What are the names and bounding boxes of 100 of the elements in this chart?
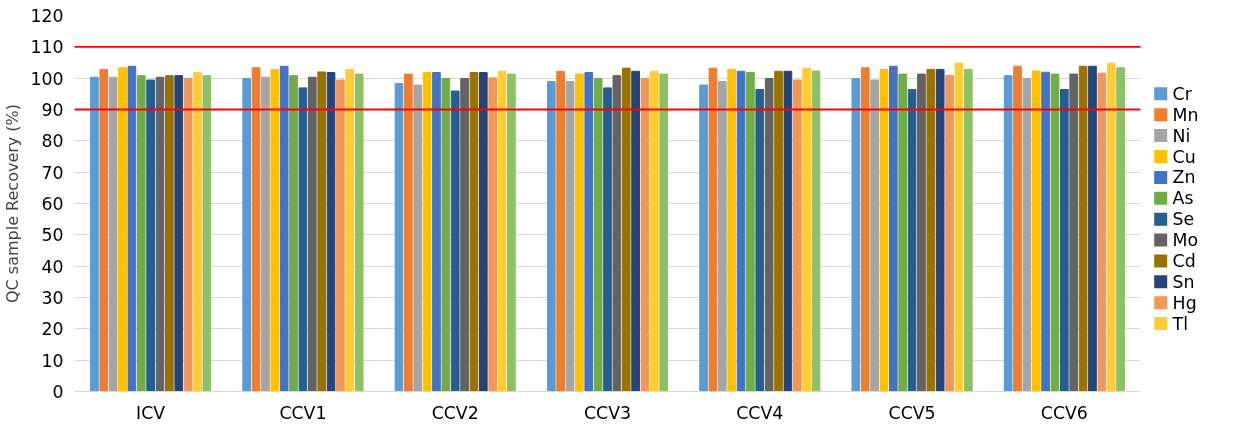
y-tick-label: 0 [52, 382, 64, 402]
bar [565, 81, 575, 392]
x-tick-label: CCV5 [888, 402, 936, 423]
bar [755, 88, 765, 392]
bar [1013, 65, 1022, 392]
x-tick-label: CCV1 [279, 402, 327, 423]
bar [450, 90, 460, 392]
bar [404, 73, 413, 392]
bar [460, 77, 469, 392]
x-tick-label: CCV2 [431, 402, 479, 423]
bar [736, 70, 746, 392]
bar [1078, 65, 1088, 392]
bar [136, 75, 146, 392]
bar [870, 79, 879, 392]
legend-label: Zn [1172, 167, 1196, 188]
legend-label: Hg [1172, 292, 1197, 313]
bar [127, 65, 137, 392]
bar [860, 67, 870, 392]
bar [202, 75, 212, 392]
bar [478, 72, 488, 392]
bar [1097, 72, 1107, 392]
bar [488, 77, 498, 392]
bar [289, 75, 298, 392]
bar [746, 72, 755, 392]
bar [183, 77, 193, 392]
bar [193, 72, 202, 392]
bar [270, 68, 280, 392]
bar [792, 79, 802, 392]
x-tick-label: CCV3 [583, 402, 632, 423]
legend-label: Sn [1172, 271, 1195, 292]
y-tick-label: 50 [41, 225, 64, 246]
bar [1031, 70, 1041, 392]
legend-label: Mn [1172, 104, 1199, 125]
bar [650, 70, 659, 392]
bar [945, 74, 954, 392]
bar [963, 68, 973, 392]
legend-label: Cr [1172, 83, 1193, 104]
bar [317, 71, 327, 392]
bar [851, 77, 861, 392]
bar [631, 70, 640, 392]
bar [336, 79, 345, 392]
y-tick-label: 60 [41, 194, 64, 214]
y-tick-label: 100 [30, 68, 64, 89]
bar [146, 79, 155, 392]
bar [1050, 73, 1060, 392]
bar [783, 70, 793, 392]
bar [708, 67, 718, 392]
legend-label: Cu [1172, 146, 1196, 167]
bar [354, 73, 364, 392]
y-tick-label: 30 [41, 288, 64, 308]
bar [1088, 65, 1097, 392]
bar [441, 77, 451, 392]
bar [954, 62, 964, 392]
x-tick-label: CCV4 [736, 402, 784, 423]
bar [603, 87, 612, 392]
bar [261, 76, 270, 392]
bar [507, 73, 516, 392]
legend-label: Mo [1172, 230, 1199, 251]
bar [1003, 75, 1013, 392]
bar [108, 76, 118, 392]
legend-label: As [1172, 188, 1194, 209]
y-tick-label: 10 [41, 350, 64, 371]
bar [1060, 88, 1069, 392]
y-tick-label: 90 [41, 100, 64, 120]
bar [926, 68, 936, 392]
bar [584, 72, 594, 392]
bar [935, 68, 945, 392]
x-tick-label: ICV [136, 402, 166, 423]
bar [1116, 67, 1125, 392]
y-axis-title: QC sample Recovery (%) [3, 103, 23, 304]
bar [413, 84, 423, 392]
bar [898, 73, 908, 392]
bar [165, 75, 174, 392]
bar [326, 72, 336, 392]
legend-label: Cd [1172, 250, 1196, 271]
bar [1106, 62, 1116, 392]
bar [575, 73, 584, 392]
y-tick-label: 110 [30, 37, 64, 58]
bar [298, 87, 308, 392]
bar [593, 77, 603, 392]
x-tick-label: CCV6 [1040, 402, 1088, 423]
bar [917, 73, 926, 392]
bar [251, 67, 261, 392]
bar [1069, 73, 1079, 392]
legend-label: Se [1172, 209, 1195, 230]
bar [640, 77, 650, 392]
bar [307, 76, 317, 392]
bar [621, 67, 631, 392]
bar [422, 72, 432, 392]
bar [242, 77, 252, 392]
bar [1022, 77, 1032, 392]
bar [394, 82, 404, 392]
legend-label: Tl [1171, 313, 1189, 334]
y-tick-label: 40 [41, 256, 64, 277]
bar [717, 81, 727, 392]
legend-label: Ni [1172, 125, 1191, 146]
bar [699, 84, 708, 392]
bar [802, 67, 811, 392]
bar [612, 75, 622, 392]
bar [174, 75, 184, 392]
